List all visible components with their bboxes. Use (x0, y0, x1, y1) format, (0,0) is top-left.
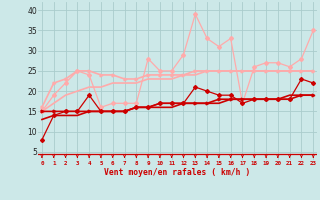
X-axis label: Vent moyen/en rafales ( km/h ): Vent moyen/en rafales ( km/h ) (104, 168, 251, 177)
